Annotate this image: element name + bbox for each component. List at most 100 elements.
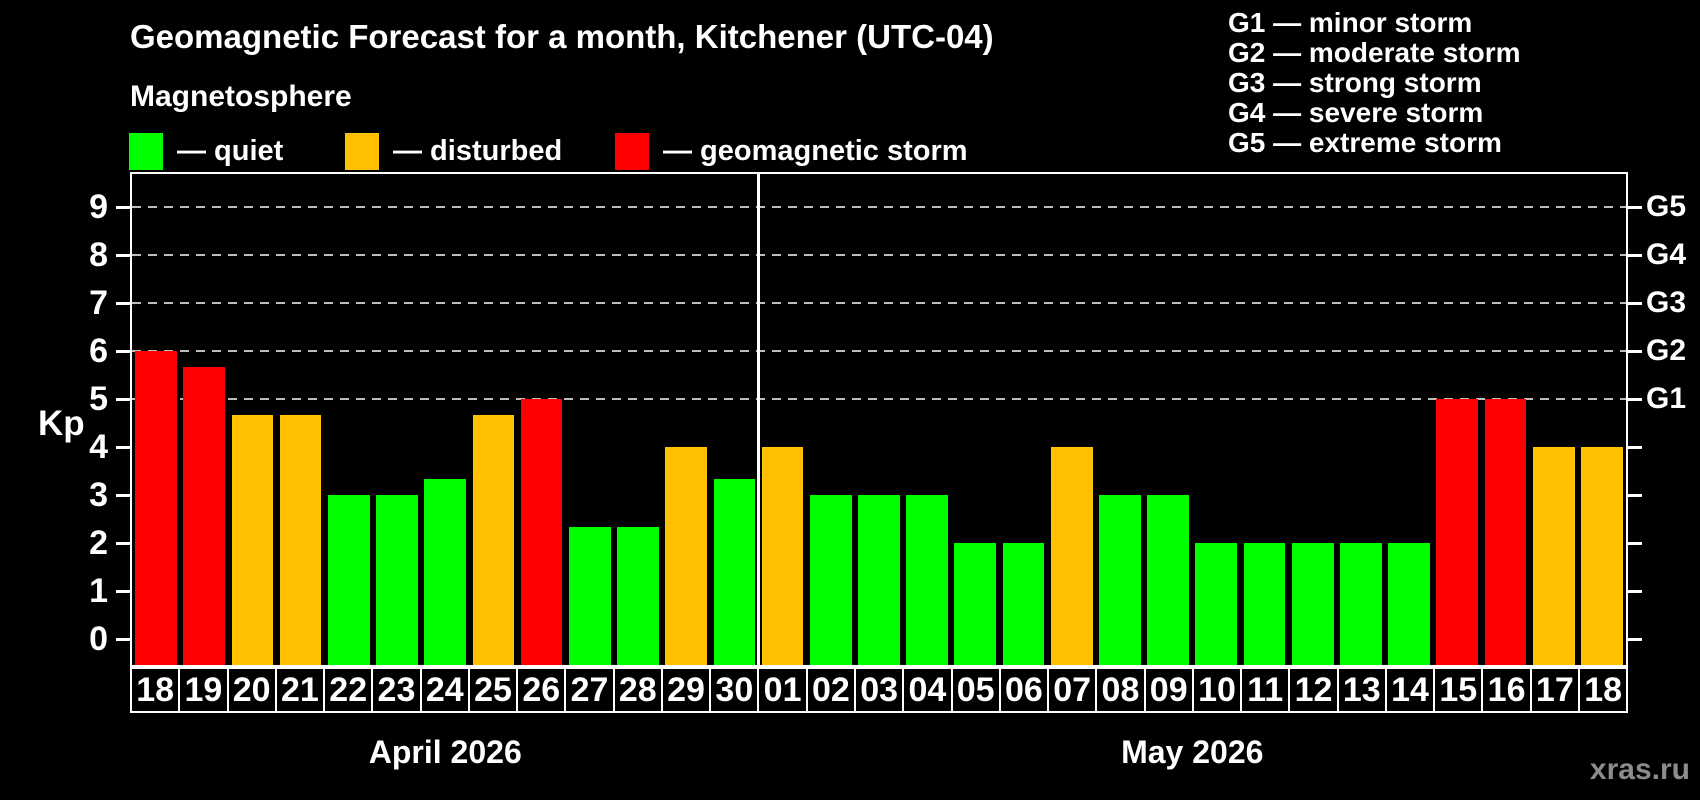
y-tick-right [1626,206,1642,209]
y-tick-right [1626,638,1642,641]
y-tick-label: 4 [89,428,108,466]
kp-bar [1532,447,1575,665]
y-tick-left [116,494,132,497]
gridline-kp7 [132,302,1626,304]
y-tick-right [1626,398,1642,401]
y-tick-label: 6 [89,332,108,370]
day-cell: 23 [371,669,419,711]
storm-scale-line: G1 — minor storm [1228,7,1473,38]
day-cell: 24 [419,669,468,711]
legend-item-label: — disturbed [393,134,563,167]
y-tick-left [116,302,132,305]
legend-swatch-storm [615,132,649,170]
storm-scale-line: G4 — severe storm [1228,97,1484,128]
day-cell: 30 [709,669,757,711]
legend-swatch-disturbed [345,132,379,170]
g-axis-label-g2: G2 [1646,334,1687,367]
day-cell: 20 [226,669,275,711]
day-cell: 07 [1047,669,1095,711]
day-cell: 08 [1095,669,1143,711]
gridline-kp8 [132,254,1626,256]
g-axis-label-g5: G5 [1646,190,1687,223]
gridline-kp6 [132,350,1626,352]
day-cell: 17 [1529,669,1578,711]
y-tick-left [116,206,132,209]
magnetosphere-legend-title: Magnetosphere [130,80,352,113]
kp-bar [617,527,659,665]
kp-bar [1484,399,1527,665]
day-cell: 18 [136,670,175,709]
g-axis-label-g4: G4 [1646,238,1687,271]
kp-bar [1388,543,1430,665]
month-label: May 2026 [1121,734,1264,770]
kp-bar [1340,543,1382,665]
kp-bar [665,447,708,665]
storm-scale-line: G3 — strong storm [1228,67,1482,98]
y-tick-left [116,542,132,545]
y-tick-label: 7 [89,284,108,322]
y-tick-label: 2 [89,524,108,562]
kp-bar [472,414,515,665]
gridline-kp5 [132,398,1626,400]
storm-scale-legend: G1 — minor storm G2 — moderate storm G3 — … [1228,8,1521,158]
y-tick-label: 1 [89,572,108,610]
y-tick-right [1626,494,1642,497]
day-cell: 03 [853,669,902,711]
plot-area: 0 1 2 3 4 5 6 7 8 9 G1 G2 G3 G4 G5 [89,172,1686,667]
y-tick-right [1626,254,1642,257]
day-cell: 21 [274,669,323,711]
legend-item-quiet: — quiet [129,132,283,170]
legend-item-disturbed: — disturbed [345,132,562,170]
kp-axis-title: Kp [38,404,85,443]
kp-bar [858,495,900,665]
legend-swatch-quiet [129,132,163,170]
kp-bar [1002,543,1045,665]
month-label: April 2026 [368,734,522,770]
y-tick-left [116,590,132,593]
storm-scale-line: G5 — extreme storm [1228,127,1502,158]
g-axis-label-g1: G1 [1646,382,1687,415]
kp-bar [327,495,370,665]
day-cell: 06 [998,669,1047,711]
day-cell: 27 [564,669,612,711]
kp-bar [231,414,274,665]
kp-bar [1050,447,1093,665]
y-tick-label: 3 [89,476,108,514]
storm-scale-line: G2 — moderate storm [1228,37,1521,68]
day-cell: 12 [1288,669,1336,711]
legend-item-label: — quiet [177,134,284,167]
kp-bar [1436,399,1479,665]
day-axis: 18 19 20 21 22 23 24 25 26 27 28 29 30 01 02 03 04 05 06 07… [130,667,1628,713]
kp-bar [906,495,948,665]
day-cell: 04 [902,669,950,711]
day-cell: 13 [1336,669,1385,711]
day-cell: 28 [612,669,661,711]
day-cell: 22 [323,669,371,711]
kp-bar [1291,543,1334,665]
kp-bar [135,351,177,665]
day-cell: 10 [1191,669,1240,711]
kp-bar [183,366,226,665]
kp-bar [713,479,756,665]
day-cell: 18 [1577,669,1626,711]
kp-bar [1195,543,1238,665]
y-tick-label: 9 [89,188,108,226]
day-cell: 15 [1433,669,1481,711]
y-tick-right [1626,302,1642,305]
kp-bar [376,495,418,665]
y-tick-right [1626,350,1642,353]
kp-bar [1147,495,1189,665]
kp-bar [520,399,563,665]
day-cell: 26 [516,669,564,711]
kp-bar [279,414,322,665]
y-tick-label: 0 [89,620,108,658]
page-title: Geomagnetic Forecast for a month, Kitche… [130,18,994,55]
legend-item-storm: — geomagnetic storm [615,132,968,170]
day-cell: 02 [805,669,854,711]
gridline-kp9 [132,206,1626,208]
kp-bar [761,447,804,665]
day-cell: 25 [467,669,516,711]
y-tick-left [116,398,132,401]
y-tick-right [1626,446,1642,449]
legend-item-label: — geomagnetic storm [663,134,968,167]
